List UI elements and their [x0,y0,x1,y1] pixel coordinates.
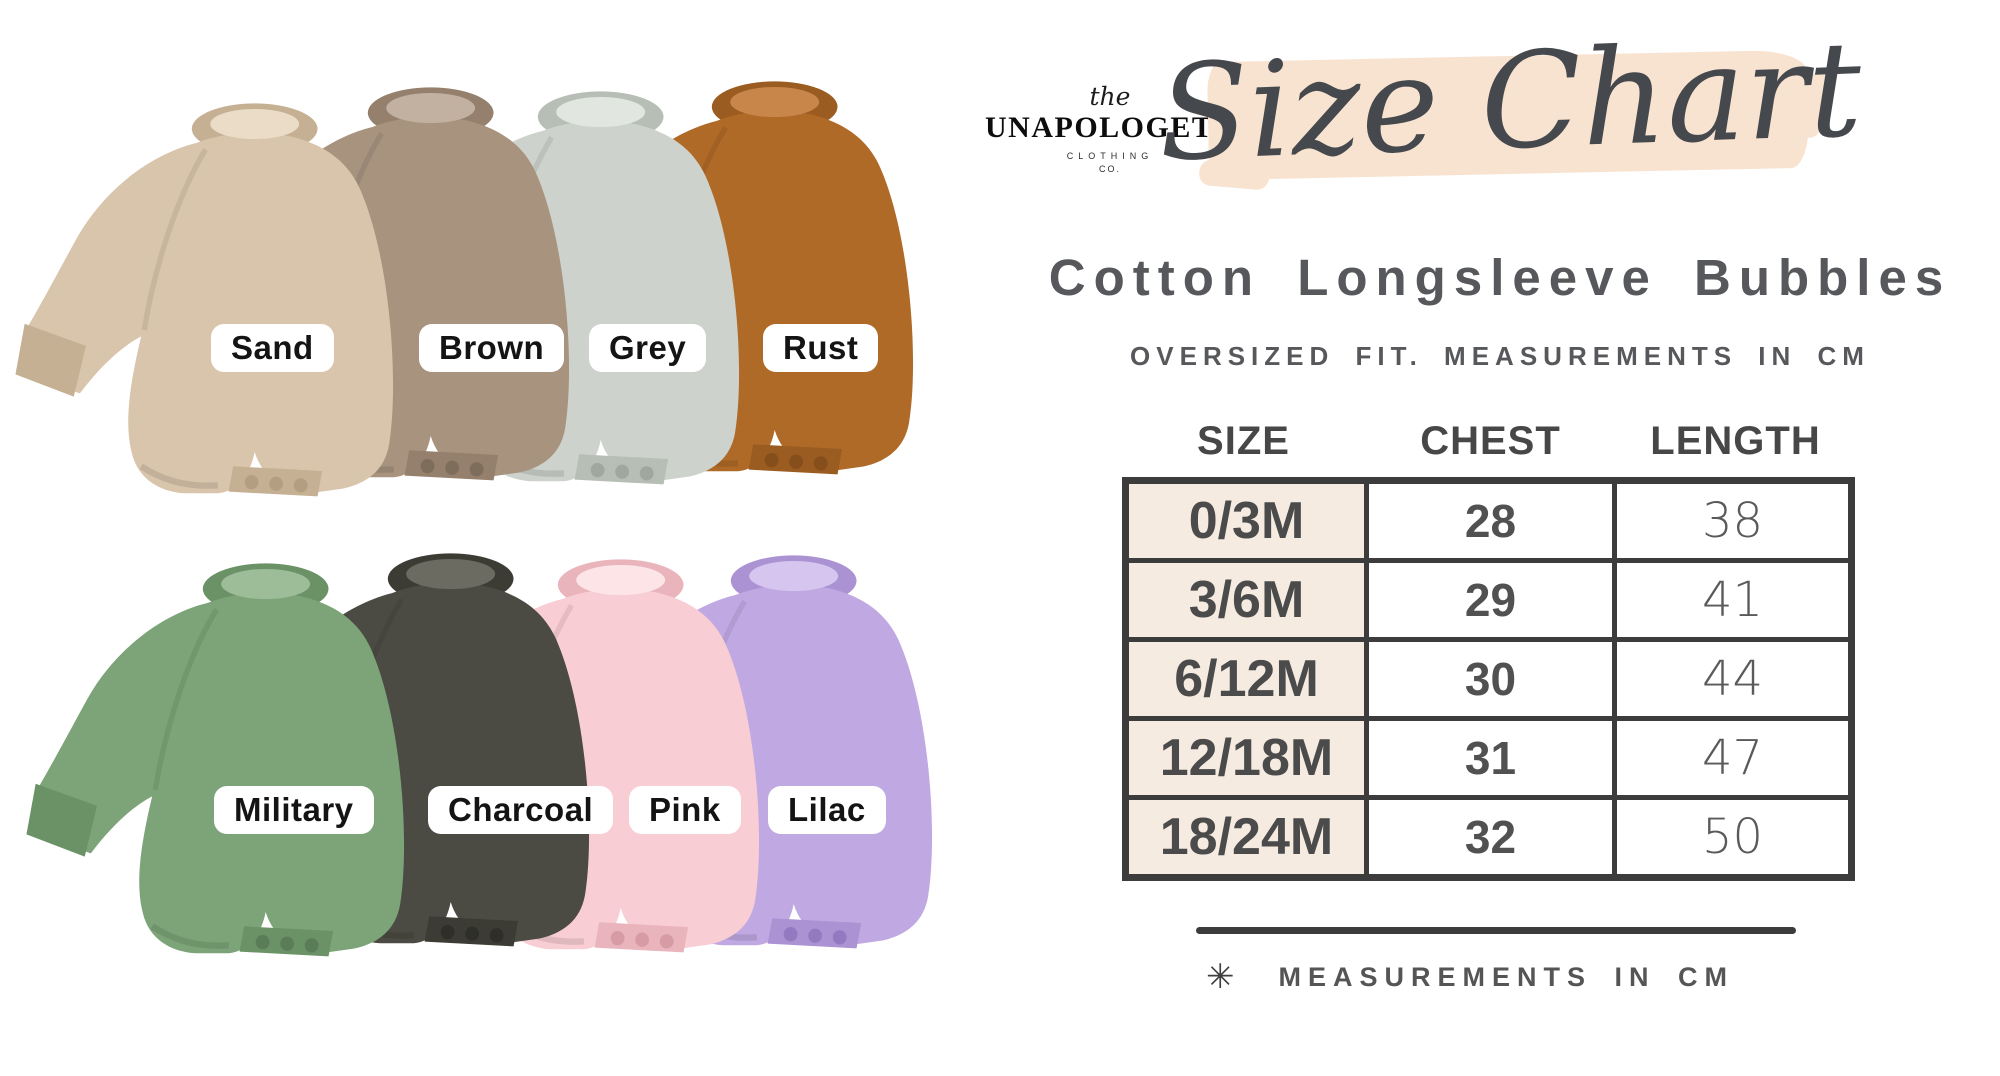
brand-clothing: CLOTHING [1066,151,1154,161]
length-cell: 50 [1612,795,1854,880]
product-subheading: OVERSIZED FIT. MEASUREMENTS IN CM [1130,341,1870,371]
size-cell: 3/6M [1123,558,1369,642]
table-row: 3/6M 29 41 [1123,558,1854,642]
chest-cell: 30 [1364,637,1617,721]
brand-name: UNAPOLOGETIC [985,111,1250,144]
color-label-pink: Pink [629,786,741,834]
brand-logo: the UNAPOLOGETIC CLOTHING CO. [985,82,1250,174]
size-cell: 6/12M [1123,637,1369,721]
color-label-grey: Grey [589,324,707,372]
color-label-brown: Brown [419,324,565,372]
table-row: 18/24M 32 50 [1123,795,1854,880]
color-label-military: Military [214,786,374,834]
romper-sand [0,86,454,498]
chest-cell: 31 [1364,716,1617,800]
sand-romper-image [0,86,454,498]
measurements-note: ✳ MEASUREMENTS IN CM [1196,960,1826,994]
header-size: SIZE [1197,419,1290,463]
length-cell: 47 [1612,716,1854,800]
header-length: LENGTH [1650,419,1821,463]
header-chest: CHEST [1420,419,1561,463]
page-title: Size Chart [1155,12,1865,192]
product-heading: Cotton Longsleeve Bubbles [1048,249,1952,306]
length-cell: 44 [1612,637,1854,721]
size-table: 0/3M 28 38 3/6M 29 41 6/12M 30 44 12/18M… [1122,477,1855,881]
asterisk-icon: ✳ [1206,958,1235,996]
measurements-note-text: MEASUREMENTS IN CM [1278,961,1735,992]
chest-cell: 28 [1364,478,1617,563]
brand-co: CO. [1098,164,1121,174]
romper-military [5,546,465,958]
table-row: 6/12M 30 44 [1123,637,1854,721]
military-romper-image [5,546,465,958]
color-label-charcoal: Charcoal [428,786,614,834]
length-cell: 41 [1612,558,1854,642]
size-cell: 12/18M [1123,716,1369,800]
size-cell: 0/3M [1123,478,1369,563]
chest-cell: 32 [1364,795,1617,880]
table-row: 12/18M 31 47 [1123,716,1854,800]
color-label-sand: Sand [211,324,334,372]
table-row: 0/3M 28 38 [1123,478,1854,563]
chest-cell: 29 [1364,558,1617,642]
size-table-headers: SIZE CHEST LENGTH [1122,408,1855,470]
divider-line [1196,927,1796,934]
color-label-rust: Rust [763,324,879,372]
length-cell: 38 [1612,478,1854,563]
color-label-lilac: Lilac [768,786,886,834]
brand-the: the [1089,82,1131,111]
size-cell: 18/24M [1123,795,1369,880]
